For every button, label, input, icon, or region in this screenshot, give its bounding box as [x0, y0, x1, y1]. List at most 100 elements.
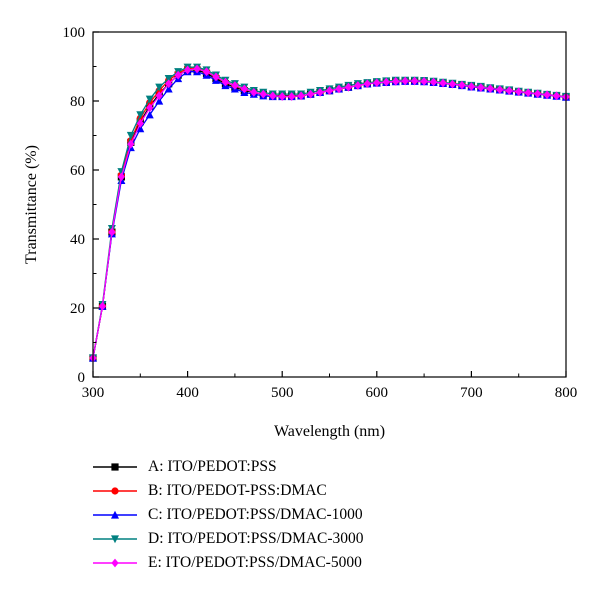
x-tick-label: 700 — [460, 385, 483, 401]
data-point — [467, 82, 475, 91]
data-point — [193, 64, 201, 74]
legend-item-c: C: ITO/PEDOT:PSS/DMAC-1000 — [92, 503, 364, 527]
data-point — [448, 79, 457, 89]
series-layer — [89, 63, 570, 363]
legend-marker — [111, 535, 119, 544]
series-b — [89, 64, 570, 362]
data-point — [411, 76, 419, 86]
data-point — [164, 74, 173, 83]
data-point — [515, 87, 523, 97]
data-point — [429, 77, 438, 87]
data-point — [382, 77, 390, 87]
data-point — [108, 227, 116, 237]
legend-item-a: A: ITO/PEDOT:PSS — [92, 455, 364, 479]
y-tick-label: 80 — [70, 94, 85, 110]
data-point — [259, 89, 267, 99]
legend-item-e: E: ITO/PEDOT:PSS/DMAC-5000 — [92, 551, 364, 575]
data-point — [486, 84, 494, 93]
data-point — [335, 84, 343, 94]
data-point — [145, 110, 154, 119]
data-point — [126, 131, 135, 140]
legend-swatch-c — [93, 510, 137, 519]
data-point — [543, 90, 551, 100]
series-line — [92, 66, 567, 359]
y-tick-label: 60 — [70, 163, 85, 179]
series-a — [89, 66, 570, 362]
legend-item-b: B: ITO/PEDOT-PSS:DMAC — [92, 479, 364, 503]
series-line — [92, 69, 567, 359]
data-point — [552, 91, 561, 101]
legend-marker — [111, 510, 119, 519]
data-point — [240, 84, 248, 94]
x-tick-label: 600 — [366, 385, 389, 401]
data-point — [363, 79, 371, 89]
data-point — [420, 76, 428, 86]
data-point — [401, 76, 409, 86]
data-point — [212, 72, 220, 82]
y-tick-label: 20 — [70, 301, 85, 317]
data-point — [136, 111, 145, 119]
axis-ticks: 300 400 500 600 700 800 0 20 40 60 80 100 — [63, 25, 578, 401]
data-point — [297, 91, 305, 101]
data-point — [496, 85, 504, 95]
data-point — [278, 92, 286, 101]
data-point — [145, 95, 154, 104]
data-point — [458, 80, 466, 90]
legend-label-c: C: ITO/PEDOT:PSS/DMAC-1000 — [148, 506, 363, 523]
data-point — [316, 87, 324, 97]
series-line — [92, 71, 567, 359]
legend-label-e: E: ITO/PEDOT:PSS/DMAC-5000 — [148, 554, 362, 571]
data-point — [146, 103, 154, 113]
y-tick-label: 0 — [78, 370, 86, 386]
series-d — [89, 63, 570, 363]
legend: A: ITO/PEDOT:PSS B: ITO/PEDOT-PSS:DMAC C… — [92, 455, 364, 575]
legend-marker — [111, 463, 119, 471]
series-e — [89, 64, 570, 363]
data-point — [325, 86, 334, 96]
data-point — [202, 67, 211, 77]
data-point — [373, 78, 381, 88]
legend-swatch-b — [93, 487, 137, 495]
data-point — [127, 139, 135, 149]
data-point — [155, 91, 163, 101]
data-point — [269, 91, 277, 101]
data-point — [231, 81, 239, 90]
data-point — [164, 84, 173, 93]
series-line — [92, 67, 567, 359]
x-tick-label: 300 — [82, 385, 105, 401]
legend-label-a: A: ITO/PEDOT:PSS — [148, 458, 277, 475]
data-point — [505, 86, 513, 96]
data-point — [439, 78, 447, 88]
x-axis-title: Wavelength (nm) — [274, 423, 385, 440]
legend-label-b: B: ITO/PEDOT-PSS:DMAC — [148, 482, 327, 499]
data-point — [136, 119, 144, 128]
data-point — [392, 76, 400, 86]
legend-swatch-e — [93, 558, 137, 568]
y-tick-label: 40 — [70, 232, 85, 248]
x-tick-label: 400 — [176, 385, 199, 401]
data-point — [165, 79, 173, 89]
series-line — [92, 68, 567, 359]
data-point — [174, 70, 182, 80]
data-point — [344, 82, 353, 92]
data-point — [250, 87, 258, 97]
data-point — [306, 89, 315, 99]
data-point — [155, 83, 164, 92]
data-point — [184, 65, 192, 75]
data-point — [354, 81, 362, 90]
data-point — [288, 92, 296, 101]
data-point — [534, 89, 542, 99]
data-point — [524, 88, 532, 98]
legend-label-d: D: ITO/PEDOT:PSS/DMAC-3000 — [148, 530, 364, 547]
data-point — [136, 124, 145, 133]
legend-item-d: D: ITO/PEDOT:PSS/DMAC-3000 — [92, 527, 364, 551]
legend-marker — [111, 487, 119, 495]
data-point — [221, 77, 230, 87]
legend-marker — [111, 558, 119, 568]
data-point — [477, 83, 485, 92]
legend-swatch-d — [93, 535, 137, 544]
series-c — [89, 67, 570, 362]
line-chart: 300 400 500 600 700 800 0 20 40 60 80 100 Wavelengt… — [23, 25, 578, 440]
legend-swatch-a — [93, 463, 137, 471]
x-tick-label: 800 — [555, 385, 578, 401]
